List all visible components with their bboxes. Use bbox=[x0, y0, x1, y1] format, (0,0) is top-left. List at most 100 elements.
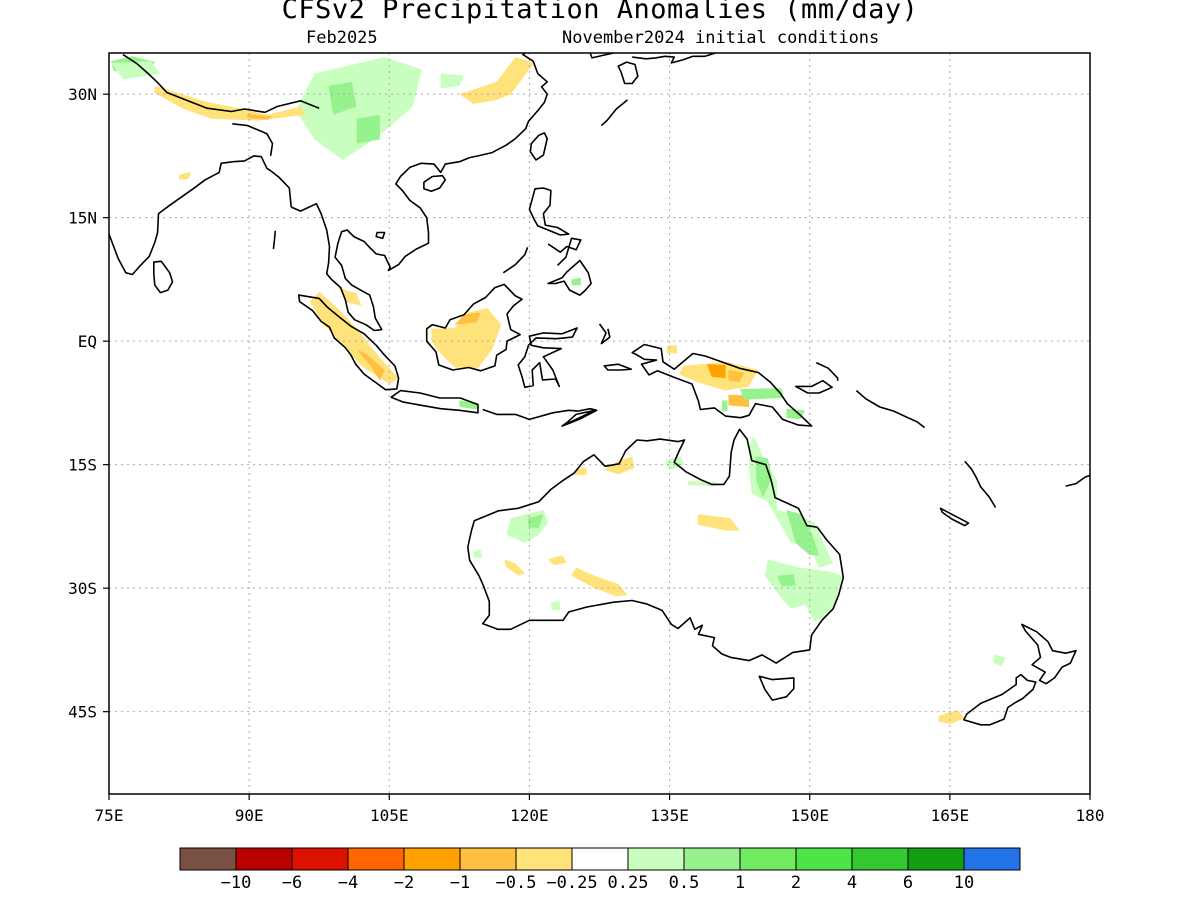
anomaly-region-3 bbox=[328, 81, 357, 115]
coastline-sri-lanka bbox=[153, 260, 174, 294]
coastline-himalaya-border bbox=[122, 53, 320, 114]
lat-tick-label: 30S bbox=[68, 579, 97, 598]
grid-layer bbox=[109, 53, 1090, 794]
colorbar-label: −0.5 bbox=[496, 873, 537, 893]
anomaly-region-34 bbox=[473, 549, 482, 558]
anomaly-region-14 bbox=[454, 312, 481, 325]
anomaly-region-22 bbox=[739, 388, 784, 400]
anomaly-region-10 bbox=[309, 291, 399, 384]
coastline-solomons bbox=[855, 389, 926, 429]
anomaly-region-41 bbox=[548, 555, 567, 566]
anomaly-region-19 bbox=[706, 364, 726, 379]
colorbar-swatch bbox=[571, 847, 629, 871]
anomaly-region-30 bbox=[755, 456, 773, 498]
anomaly-region-31 bbox=[786, 510, 820, 556]
colorbar-label: 0.25 bbox=[608, 873, 649, 893]
colorbar-swatch bbox=[907, 847, 965, 871]
coastline-mindanao bbox=[547, 259, 592, 296]
colorbar-label: 1 bbox=[735, 873, 745, 893]
colorbar-swatch bbox=[235, 847, 293, 871]
coastline-lesser-sunda bbox=[482, 407, 598, 427]
lat-tick-label: 15N bbox=[68, 209, 97, 228]
plot-frame bbox=[108, 52, 1091, 795]
coastline-java bbox=[390, 389, 479, 414]
lon-tick-label: 105E bbox=[370, 806, 409, 825]
anomaly-region-33 bbox=[527, 514, 544, 529]
coastline-tasmania bbox=[758, 675, 795, 701]
anomaly-region-6 bbox=[459, 57, 535, 104]
lat-tick-label: EQ bbox=[78, 332, 97, 351]
anomaly-region-37 bbox=[550, 600, 561, 611]
colorbar-label: 10 bbox=[954, 873, 974, 893]
coastline-luzon bbox=[528, 187, 570, 236]
coastline-nz-north bbox=[1020, 623, 1077, 685]
coastline-tonlesap bbox=[375, 231, 386, 240]
colorbar-label: 6 bbox=[903, 873, 913, 893]
colorbar-swatch bbox=[795, 847, 853, 871]
colorbar-label: −6 bbox=[282, 873, 302, 893]
map-title: CFSv2 Precipitation Anomalies (mm/day) bbox=[281, 0, 919, 25]
colorbar-swatch bbox=[347, 847, 405, 871]
coastline-borneo bbox=[425, 283, 523, 372]
colorbar-label: −1 bbox=[450, 873, 470, 893]
colorbar-swatch bbox=[627, 847, 685, 871]
anomaly-region-8 bbox=[247, 113, 273, 120]
coastline-palawan bbox=[502, 247, 529, 274]
anomaly-layer bbox=[110, 56, 1006, 724]
lat-tick-label: 45S bbox=[68, 703, 97, 722]
coastline-new-ireland bbox=[815, 361, 839, 381]
anomaly-region-17 bbox=[666, 345, 677, 354]
coastline-myanmar-thai-malay bbox=[290, 53, 549, 332]
anomaly-region-12 bbox=[337, 287, 362, 306]
coastline-new-guinea bbox=[631, 343, 813, 427]
colorbar-label: −4 bbox=[338, 873, 358, 893]
anomaly-region-26 bbox=[574, 467, 588, 476]
lon-tick-label: 135E bbox=[650, 806, 689, 825]
anomaly-region-23 bbox=[786, 408, 805, 420]
colorbar-label: 0.5 bbox=[669, 873, 700, 893]
anomaly-region-29 bbox=[749, 435, 834, 568]
anomaly-region-20 bbox=[728, 370, 745, 383]
anomaly-region-42 bbox=[504, 559, 525, 576]
coastline-sulawesi bbox=[517, 327, 578, 389]
anomaly-region-7 bbox=[153, 85, 306, 121]
colorbar-swatch bbox=[403, 847, 461, 871]
coastline-shikoku-honshu bbox=[632, 53, 716, 64]
coastline-korea-japan bbox=[589, 53, 614, 59]
coastline-visayas bbox=[547, 237, 582, 266]
anomaly-region-5 bbox=[440, 73, 464, 89]
coastline-ryukyu bbox=[600, 99, 629, 127]
initial-conditions: November2024 initial conditions bbox=[562, 28, 880, 48]
colorbar-swatch bbox=[179, 847, 237, 871]
anomaly-region-35 bbox=[764, 559, 843, 622]
coastline-halmahera bbox=[598, 323, 611, 345]
anomaly-region-4 bbox=[356, 114, 380, 144]
lon-tick-label: 180 bbox=[1076, 806, 1105, 825]
colorbar-swatch bbox=[851, 847, 909, 871]
lon-tick-label: 165E bbox=[931, 806, 970, 825]
anomaly-region-9 bbox=[179, 171, 192, 180]
anomaly-region-38 bbox=[992, 654, 1006, 667]
anomaly-region-28 bbox=[688, 481, 717, 487]
lon-tick-label: 120E bbox=[510, 806, 549, 825]
coastline-vanuatu bbox=[964, 460, 997, 508]
lon-tick-label: 90E bbox=[235, 806, 264, 825]
colorbar-swatch bbox=[739, 847, 797, 871]
coastline-layer bbox=[109, 53, 1090, 726]
coastline-india bbox=[109, 155, 292, 276]
lat-tick-label: 15S bbox=[68, 456, 97, 475]
coastline-new-caledonia bbox=[939, 507, 970, 527]
coastline-sumatra bbox=[297, 294, 400, 391]
colorbar-label: −10 bbox=[221, 873, 252, 893]
colorbar-label: 2 bbox=[791, 873, 801, 893]
lon-tick-label: 75E bbox=[95, 806, 124, 825]
coastline-timor bbox=[561, 409, 596, 427]
anomaly-region-25 bbox=[604, 456, 635, 475]
colorbar-swatch bbox=[515, 847, 573, 871]
colorbar-swatch bbox=[459, 847, 517, 871]
colorbar-swatch bbox=[683, 847, 741, 871]
colorbar-label: 4 bbox=[847, 873, 857, 893]
anomaly-region-2 bbox=[295, 57, 422, 160]
lon-tick-label: 150E bbox=[790, 806, 829, 825]
